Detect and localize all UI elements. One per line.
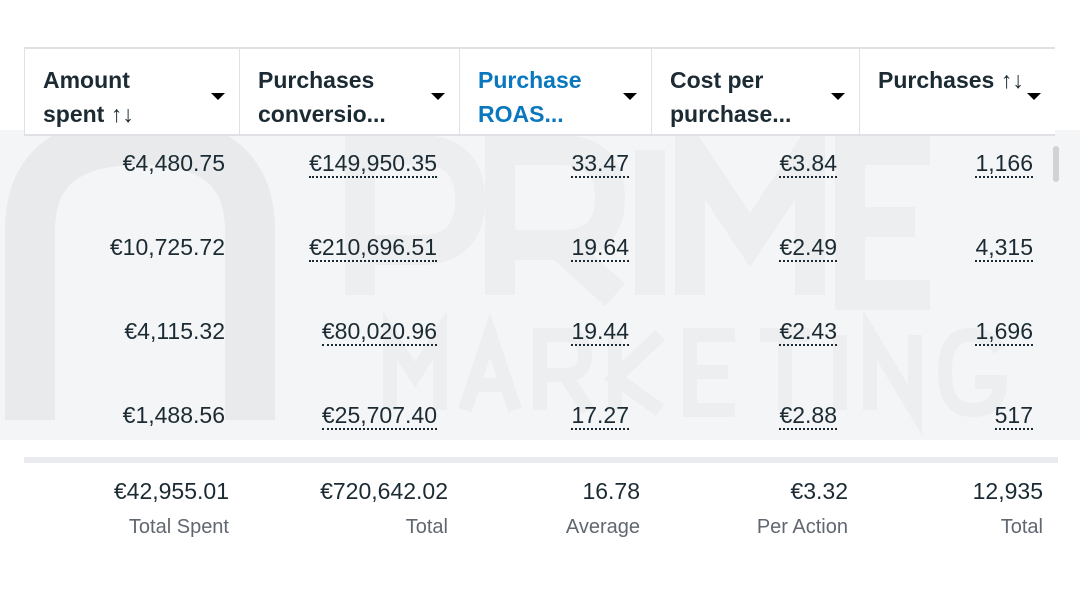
cell-value-link[interactable]: 19.44 — [571, 318, 629, 346]
cell-value-link[interactable]: €80,020.96 — [321, 318, 437, 346]
cell-value-link[interactable]: €3.84 — [779, 150, 837, 178]
table-cell[interactable]: €210,696.51 — [309, 232, 437, 262]
dropdown-caret-icon[interactable] — [831, 93, 845, 100]
table-cell[interactable]: 19.64 — [571, 232, 629, 262]
cell-value-link[interactable]: 1,166 — [975, 150, 1033, 178]
cell-value-link[interactable]: €2.88 — [779, 402, 837, 430]
column-header-1[interactable]: Purchases conversio... — [239, 47, 459, 136]
table-cell[interactable]: 1,696 — [975, 316, 1033, 346]
column-header-label: Amount spent ↑↓ — [43, 67, 134, 127]
vertical-scrollbar[interactable] — [1053, 146, 1059, 182]
table-cell: €1,488.56 — [123, 400, 225, 430]
cell-value-link[interactable]: 1,696 — [975, 318, 1033, 346]
cell-value-link[interactable]: 4,315 — [975, 234, 1033, 262]
cell-value-link[interactable]: €2.43 — [779, 318, 837, 346]
table-cell: €4,115.32 — [124, 316, 225, 346]
dropdown-caret-icon[interactable] — [623, 93, 637, 100]
table-cell[interactable]: €80,020.96 — [321, 316, 437, 346]
cell-value-link[interactable]: 19.64 — [571, 234, 629, 262]
table-cell[interactable]: €2.49 — [779, 232, 837, 262]
column-header-0[interactable]: Amount spent ↑↓ — [24, 47, 239, 136]
table-cell: €4,480.75 — [123, 148, 225, 178]
column-header-2[interactable]: Purchase ROAS... — [459, 47, 651, 136]
table-cell[interactable]: €25,707.40 — [321, 400, 437, 430]
table-cell: €10,725.72 — [110, 232, 225, 262]
cell-value-link[interactable]: 17.27 — [571, 402, 629, 430]
total-value: €720,642.02 — [320, 478, 448, 504]
table-cell[interactable]: 19.44 — [571, 316, 629, 346]
cell-value-link[interactable]: €2.49 — [779, 234, 837, 262]
column-header-label: Purchase ROAS... — [478, 67, 582, 127]
column-header-label: Purchases conversio... — [258, 67, 386, 127]
cell-value-link[interactable]: €149,950.35 — [309, 150, 437, 178]
cell-value: €4,480.75 — [122, 150, 225, 176]
dropdown-caret-icon[interactable] — [431, 93, 445, 100]
total-value: €3.32 — [790, 478, 848, 504]
cell-value-link[interactable]: €25,707.40 — [321, 402, 437, 430]
column-header-4[interactable]: Purchases ↑↓ — [859, 47, 1055, 136]
table-cell[interactable]: €2.43 — [779, 316, 837, 346]
table-cell[interactable]: 33.47 — [571, 148, 629, 178]
cell-value: €1,488.56 — [122, 402, 225, 428]
table-cell[interactable]: 1,166 — [975, 148, 1033, 178]
table-cell[interactable]: 17.27 — [571, 400, 629, 430]
table-cell[interactable]: €2.88 — [779, 400, 837, 430]
cell-value-link[interactable]: 33.47 — [571, 150, 629, 178]
total-label: Per Action — [756, 516, 848, 538]
column-header-label: Cost per purchase... — [670, 67, 792, 127]
column-header-3[interactable]: Cost per purchase... — [651, 47, 859, 136]
total-label: Average — [565, 516, 640, 538]
cell-value-link[interactable]: €210,696.51 — [309, 234, 437, 262]
totals-divider — [24, 457, 1058, 463]
total-label: Total — [1000, 516, 1043, 538]
total-value: 12,935 — [972, 478, 1043, 504]
dropdown-caret-icon[interactable] — [1027, 93, 1041, 100]
table-cell[interactable]: 517 — [994, 400, 1033, 430]
total-label: Total — [405, 516, 448, 538]
cell-value: €10,725.72 — [109, 234, 225, 260]
dropdown-caret-icon[interactable] — [211, 93, 225, 100]
column-header-label: Purchases ↑↓ — [878, 67, 1024, 93]
total-value: €42,955.01 — [113, 478, 229, 504]
total-value: 16.78 — [582, 478, 640, 504]
total-label: Total Spent — [128, 516, 229, 538]
table-cell[interactable]: €149,950.35 — [309, 148, 437, 178]
cell-value-link[interactable]: 517 — [994, 402, 1033, 430]
table-cell[interactable]: 4,315 — [975, 232, 1033, 262]
table-cell[interactable]: €3.84 — [779, 148, 837, 178]
cell-value: €4,115.32 — [124, 318, 225, 344]
